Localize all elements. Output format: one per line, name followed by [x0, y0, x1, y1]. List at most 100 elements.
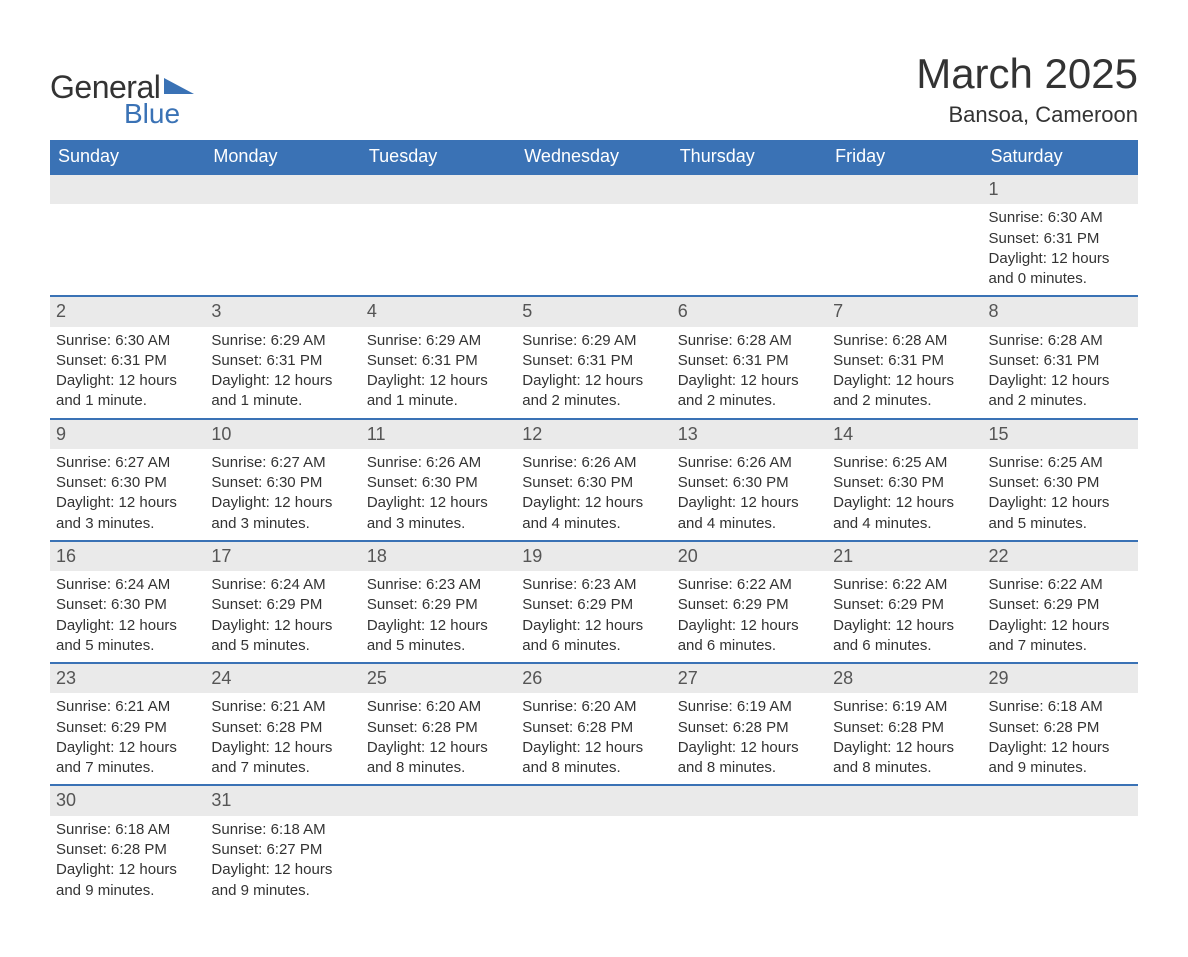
day-sunset: Sunset: 6:28 PM	[678, 718, 821, 738]
day-detail-cell: Sunrise: 6:29 AMSunset: 6:31 PMDaylight:…	[361, 327, 516, 419]
day-detail-cell: Sunrise: 6:26 AMSunset: 6:30 PMDaylight:…	[516, 449, 671, 541]
day-number: 2	[56, 301, 66, 321]
day-detail-cell	[50, 204, 205, 296]
day-daylight1: Daylight: 12 hours	[56, 493, 199, 513]
day-sunset: Sunset: 6:31 PM	[678, 351, 821, 371]
day-sunrise: Sunrise: 6:18 AM	[56, 820, 199, 840]
day-number-cell	[205, 174, 360, 204]
calendar-body: 1 Sunrise: 6:30 AMSunset: 6:31 PMDayligh…	[50, 174, 1138, 907]
day-daylight2: and 9 minutes.	[989, 758, 1132, 778]
day-daylight2: and 4 minutes.	[833, 514, 976, 534]
day-number: 29	[989, 668, 1009, 688]
day-sunset: Sunset: 6:29 PM	[522, 595, 665, 615]
day-detail-cell: Sunrise: 6:21 AMSunset: 6:29 PMDaylight:…	[50, 693, 205, 785]
day-sunrise: Sunrise: 6:22 AM	[989, 575, 1132, 595]
day-number-cell: 31	[205, 785, 360, 815]
day-sunrise: Sunrise: 6:23 AM	[522, 575, 665, 595]
day-number-cell: 26	[516, 663, 671, 693]
day-detail-cell: Sunrise: 6:29 AMSunset: 6:31 PMDaylight:…	[205, 327, 360, 419]
day-number: 8	[989, 301, 999, 321]
day-daylight2: and 2 minutes.	[522, 391, 665, 411]
day-sunset: Sunset: 6:31 PM	[989, 229, 1132, 249]
day-number: 24	[211, 668, 231, 688]
day-sunset: Sunset: 6:30 PM	[833, 473, 976, 493]
day-header: Wednesday	[516, 140, 671, 174]
day-detail-cell: Sunrise: 6:28 AMSunset: 6:31 PMDaylight:…	[983, 327, 1138, 419]
day-number-cell: 8	[983, 296, 1138, 326]
day-detail-cell: Sunrise: 6:20 AMSunset: 6:28 PMDaylight:…	[516, 693, 671, 785]
day-number-cell: 18	[361, 541, 516, 571]
day-number-cell: 27	[672, 663, 827, 693]
day-number-row: 1	[50, 174, 1138, 204]
day-daylight1: Daylight: 12 hours	[56, 616, 199, 636]
day-number: 1	[989, 179, 999, 199]
day-sunset: Sunset: 6:30 PM	[989, 473, 1132, 493]
day-number: 25	[367, 668, 387, 688]
day-detail-row: Sunrise: 6:27 AMSunset: 6:30 PMDaylight:…	[50, 449, 1138, 541]
day-number: 11	[367, 424, 386, 444]
day-daylight2: and 8 minutes.	[833, 758, 976, 778]
day-sunrise: Sunrise: 6:29 AM	[211, 331, 354, 351]
day-daylight2: and 4 minutes.	[522, 514, 665, 534]
day-detail-cell	[672, 816, 827, 907]
day-number: 28	[833, 668, 853, 688]
day-detail-cell: Sunrise: 6:25 AMSunset: 6:30 PMDaylight:…	[827, 449, 982, 541]
day-sunset: Sunset: 6:30 PM	[678, 473, 821, 493]
day-number-cell: 13	[672, 419, 827, 449]
day-daylight1: Daylight: 12 hours	[367, 616, 510, 636]
day-number-cell: 7	[827, 296, 982, 326]
day-number-cell	[827, 174, 982, 204]
day-daylight1: Daylight: 12 hours	[56, 371, 199, 391]
day-number-cell	[983, 785, 1138, 815]
day-detail-cell	[827, 204, 982, 296]
day-detail-cell: Sunrise: 6:27 AMSunset: 6:30 PMDaylight:…	[205, 449, 360, 541]
day-number-cell	[50, 174, 205, 204]
day-number: 31	[211, 790, 231, 810]
day-number: 16	[56, 546, 76, 566]
day-sunrise: Sunrise: 6:28 AM	[678, 331, 821, 351]
day-daylight1: Daylight: 12 hours	[367, 493, 510, 513]
day-daylight1: Daylight: 12 hours	[678, 738, 821, 758]
day-detail-cell: Sunrise: 6:24 AMSunset: 6:29 PMDaylight:…	[205, 571, 360, 663]
day-daylight2: and 9 minutes.	[211, 881, 354, 901]
day-sunset: Sunset: 6:28 PM	[522, 718, 665, 738]
day-daylight1: Daylight: 12 hours	[367, 371, 510, 391]
day-number-cell: 23	[50, 663, 205, 693]
day-detail-cell: Sunrise: 6:23 AMSunset: 6:29 PMDaylight:…	[516, 571, 671, 663]
day-daylight2: and 8 minutes.	[678, 758, 821, 778]
day-sunset: Sunset: 6:31 PM	[989, 351, 1132, 371]
day-sunset: Sunset: 6:30 PM	[211, 473, 354, 493]
day-sunrise: Sunrise: 6:25 AM	[833, 453, 976, 473]
day-header: Monday	[205, 140, 360, 174]
day-number-cell: 20	[672, 541, 827, 571]
day-number-cell: 21	[827, 541, 982, 571]
day-number-cell	[361, 785, 516, 815]
day-daylight1: Daylight: 12 hours	[833, 371, 976, 391]
day-detail-cell: Sunrise: 6:18 AMSunset: 6:28 PMDaylight:…	[50, 816, 205, 907]
day-daylight2: and 1 minute.	[367, 391, 510, 411]
location-label: Bansoa, Cameroon	[916, 102, 1138, 128]
day-detail-cell: Sunrise: 6:28 AMSunset: 6:31 PMDaylight:…	[827, 327, 982, 419]
day-number-cell	[361, 174, 516, 204]
day-daylight1: Daylight: 12 hours	[833, 738, 976, 758]
day-number-cell: 19	[516, 541, 671, 571]
day-detail-cell: Sunrise: 6:22 AMSunset: 6:29 PMDaylight:…	[672, 571, 827, 663]
day-daylight1: Daylight: 12 hours	[989, 371, 1132, 391]
day-number-cell: 24	[205, 663, 360, 693]
day-number: 12	[522, 424, 542, 444]
day-daylight2: and 1 minute.	[56, 391, 199, 411]
day-number-cell	[516, 174, 671, 204]
day-number: 9	[56, 424, 66, 444]
calendar-header-row: Sunday Monday Tuesday Wednesday Thursday…	[50, 140, 1138, 174]
day-number-cell: 12	[516, 419, 671, 449]
day-sunrise: Sunrise: 6:18 AM	[989, 697, 1132, 717]
day-number: 4	[367, 301, 377, 321]
day-detail-cell: Sunrise: 6:25 AMSunset: 6:30 PMDaylight:…	[983, 449, 1138, 541]
day-daylight2: and 6 minutes.	[833, 636, 976, 656]
day-detail-cell: Sunrise: 6:28 AMSunset: 6:31 PMDaylight:…	[672, 327, 827, 419]
day-number-cell: 9	[50, 419, 205, 449]
day-daylight1: Daylight: 12 hours	[367, 738, 510, 758]
day-sunrise: Sunrise: 6:19 AM	[833, 697, 976, 717]
day-number-cell: 6	[672, 296, 827, 326]
day-number-row: 3031	[50, 785, 1138, 815]
